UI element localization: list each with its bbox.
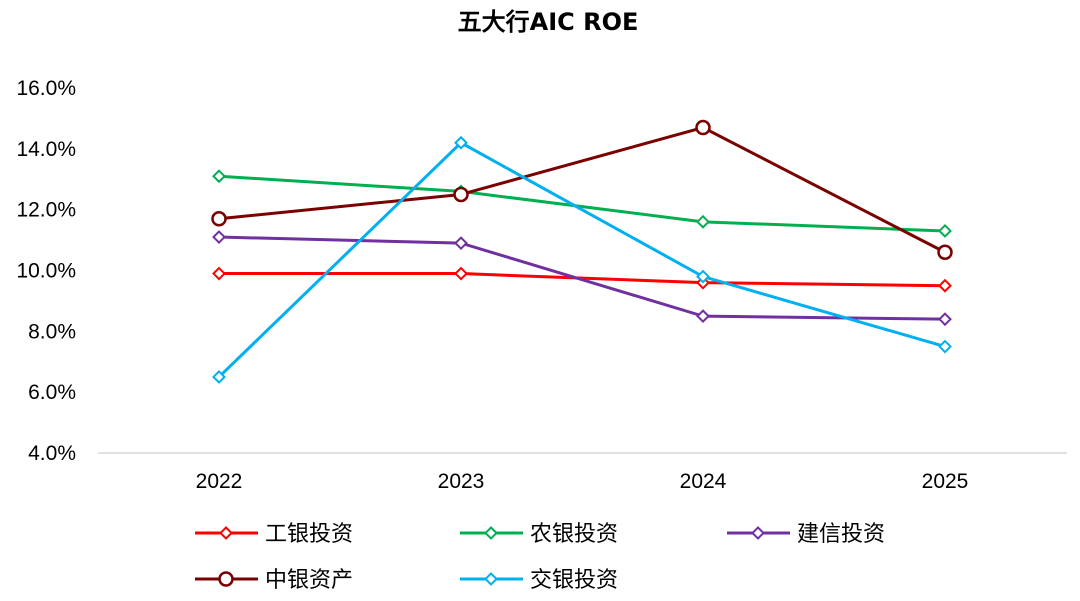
legend-item: 交银投资	[460, 568, 618, 593]
series-line	[217, 141, 946, 379]
y-tick-label: 14.0%	[16, 138, 76, 161]
x-tick-label: 2024	[680, 470, 727, 493]
legend-label: 建信投资	[797, 522, 885, 547]
data-point-2023	[454, 135, 468, 150]
y-tick-label: 16.0%	[16, 77, 76, 100]
series-line	[218, 235, 946, 321]
data-point-2022	[212, 230, 226, 244]
data-point-2023	[454, 236, 468, 251]
legend-item: 中银资产	[195, 568, 353, 593]
data-point-2025	[938, 224, 952, 238]
series-5	[212, 135, 952, 384]
x-tick-label: 2022	[196, 470, 243, 493]
series-line	[218, 126, 946, 254]
series-line	[218, 174, 946, 233]
data-point-2023	[454, 266, 468, 281]
legend-marker	[218, 571, 234, 587]
legend-marker	[219, 526, 233, 540]
series-2	[212, 169, 952, 238]
data-point-2025	[938, 312, 952, 327]
data-point-2025	[937, 244, 953, 260]
legend-item: 工银投资	[195, 522, 353, 547]
x-tick-label: 2023	[438, 470, 485, 493]
series-3	[212, 230, 952, 327]
data-point-2025	[938, 339, 952, 354]
chart-title: 五大行AIC ROE	[458, 8, 639, 36]
legend-label: 中银资产	[265, 568, 353, 593]
data-point-2022	[212, 169, 226, 184]
legend-marker	[751, 526, 765, 540]
legend-marker	[484, 572, 498, 586]
series-layer	[211, 119, 953, 384]
y-tick-label: 10.0%	[16, 260, 76, 283]
data-point-2025	[938, 278, 952, 293]
legend-marker	[484, 526, 498, 540]
data-point-2022	[212, 266, 226, 281]
data-point-2024	[695, 119, 711, 136]
y-tick-label: 6.0%	[28, 381, 76, 404]
legend-item: 农银投资	[460, 522, 618, 547]
data-point-2022	[211, 211, 227, 227]
data-point-2024	[696, 309, 710, 324]
data-point-2023	[453, 186, 469, 203]
legend-label: 农银投资	[530, 522, 618, 547]
data-point-2024	[696, 269, 710, 284]
y-tick-label: 4.0%	[28, 442, 76, 465]
legend-label: 交银投资	[530, 568, 618, 593]
series-4	[211, 119, 953, 260]
y-axis: 4.0% 6.0% 8.0% 10.0% 12.0% 14.0% 16.0%	[16, 77, 76, 465]
x-axis: 2022 2023 2024 2025	[98, 452, 1067, 493]
x-tick-label: 2025	[922, 470, 969, 493]
y-tick-label: 12.0%	[16, 199, 76, 222]
data-point-2022	[212, 370, 226, 384]
legend-item: 建信投资	[727, 522, 885, 547]
y-tick-label: 8.0%	[28, 320, 76, 343]
data-point-2024	[696, 214, 710, 229]
legend-label: 工银投资	[265, 522, 353, 547]
